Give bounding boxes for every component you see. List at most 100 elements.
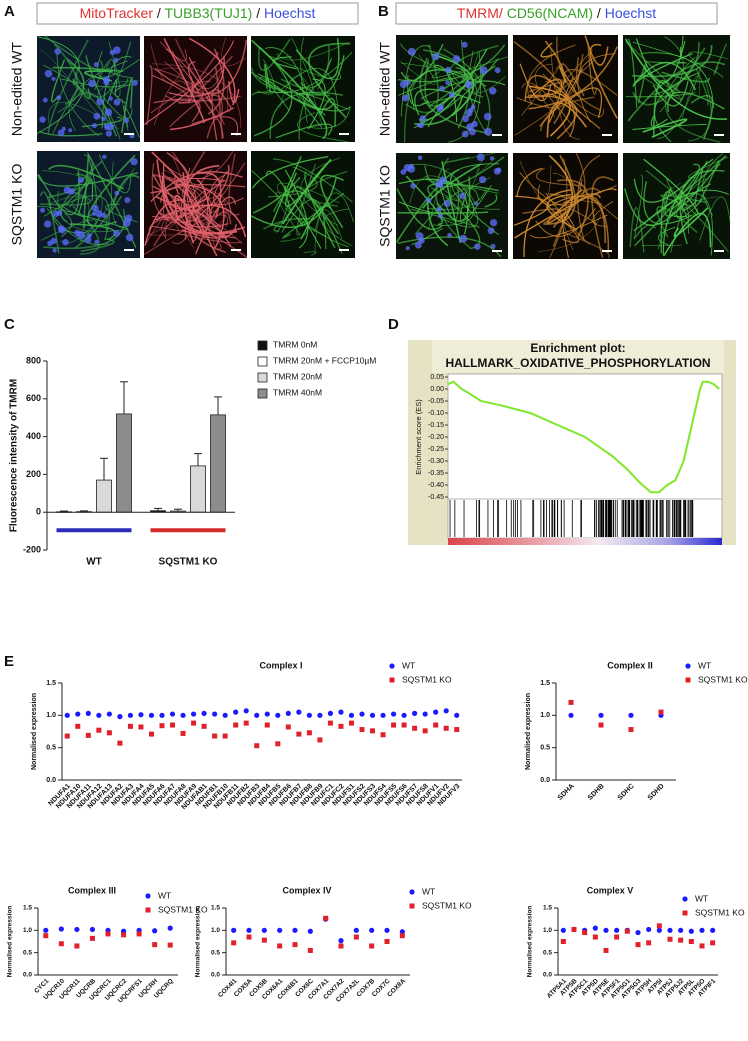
neurite	[419, 65, 496, 124]
nucleus	[479, 66, 488, 75]
wt-point	[306, 712, 312, 718]
wt-point	[148, 712, 155, 718]
wt-point	[384, 927, 390, 933]
panel-label: A	[4, 3, 15, 20]
ko-point	[152, 942, 158, 948]
neurite	[171, 50, 223, 89]
nucleus	[113, 57, 119, 63]
ko-point	[89, 935, 95, 941]
neurite	[64, 164, 94, 206]
nucleus	[470, 104, 476, 110]
nucleus	[58, 226, 66, 234]
legend-label: WT	[158, 890, 171, 900]
wt-point	[222, 712, 228, 718]
nucleus	[47, 240, 53, 247]
nucleus	[435, 180, 443, 188]
ko-point	[327, 720, 333, 726]
neurite	[514, 79, 576, 136]
chart-title: Complex I	[259, 660, 302, 670]
x-tick-label: SDHA	[557, 783, 576, 802]
neurite	[98, 154, 132, 194]
wt-point	[338, 709, 344, 715]
nucleus	[461, 130, 469, 138]
y-tick-label: -0.30	[428, 458, 444, 465]
panel-label: E	[4, 653, 14, 670]
ko-point	[75, 723, 81, 729]
nucleus	[93, 62, 99, 68]
nucleus	[101, 116, 106, 122]
legend-label: WT	[698, 660, 711, 670]
neurite	[152, 185, 232, 248]
ko-point	[658, 709, 664, 715]
neurite	[153, 80, 186, 126]
neurite	[174, 38, 221, 96]
ko-point	[454, 727, 460, 733]
wt-point	[58, 926, 64, 932]
wt-point	[127, 712, 134, 718]
neurite	[545, 192, 591, 245]
y-tick-label: -0.20	[428, 434, 444, 441]
title-box	[432, 340, 724, 373]
es-curve	[447, 380, 720, 494]
neurite	[398, 178, 469, 235]
neurite	[459, 177, 500, 210]
neurite	[625, 92, 696, 98]
nucleus	[464, 80, 473, 89]
ko-point	[292, 942, 298, 948]
nucleus	[57, 129, 65, 137]
neurite	[251, 91, 289, 96]
neurite	[195, 196, 237, 255]
ko-point	[391, 722, 397, 728]
wt-point	[338, 938, 344, 944]
wt-point	[138, 712, 144, 718]
neurite	[424, 59, 456, 107]
neurite	[181, 224, 237, 239]
neurite	[424, 156, 505, 188]
neurite	[43, 195, 110, 241]
nucleus	[68, 128, 73, 133]
y-axis-label: Normalised expression	[7, 906, 14, 978]
ko-point	[231, 940, 237, 946]
ko-point	[384, 939, 390, 944]
nucleus	[407, 47, 416, 56]
neurite	[163, 38, 205, 123]
legend-label: SQSTM1 KO	[158, 904, 208, 914]
nucleus	[459, 192, 466, 200]
error-bar	[194, 453, 202, 466]
error-bar	[120, 381, 128, 414]
neurite	[251, 39, 328, 140]
ko-point	[64, 733, 70, 739]
neurite	[85, 55, 118, 137]
nucleus	[401, 94, 409, 102]
nucleus	[448, 92, 455, 98]
wt-point	[231, 927, 237, 933]
nucleus	[415, 232, 424, 240]
micrograph	[144, 36, 247, 142]
neurite	[658, 226, 676, 246]
neurite	[414, 88, 481, 116]
ko-point	[624, 928, 630, 934]
y-tick-label: 0.05	[430, 374, 444, 381]
chart-title: Complex II	[607, 660, 653, 670]
ko-point	[85, 732, 91, 738]
nucleus	[108, 96, 113, 101]
ko-point	[571, 926, 577, 932]
neurite	[273, 220, 283, 232]
ko-point	[74, 943, 80, 949]
neurite	[521, 64, 561, 116]
wt-point	[264, 711, 270, 717]
row-label: SQSTM1 KO	[9, 164, 25, 246]
neurite	[188, 56, 212, 104]
y-tick-label: 600	[26, 393, 41, 403]
nucleus	[432, 53, 440, 61]
ko-point	[560, 939, 566, 944]
wt-point	[369, 927, 375, 933]
nucleus	[425, 197, 432, 203]
legend-marker	[389, 677, 395, 683]
neurite	[519, 160, 552, 200]
neurite	[275, 123, 333, 139]
chart-subtitle: HALLMARK_OXIDATIVE_PHOSPHORYLATION	[445, 356, 710, 370]
y-tick-label: 1.0	[543, 927, 552, 934]
wt-point	[180, 712, 186, 718]
y-tick-label: 0.0	[540, 777, 550, 784]
